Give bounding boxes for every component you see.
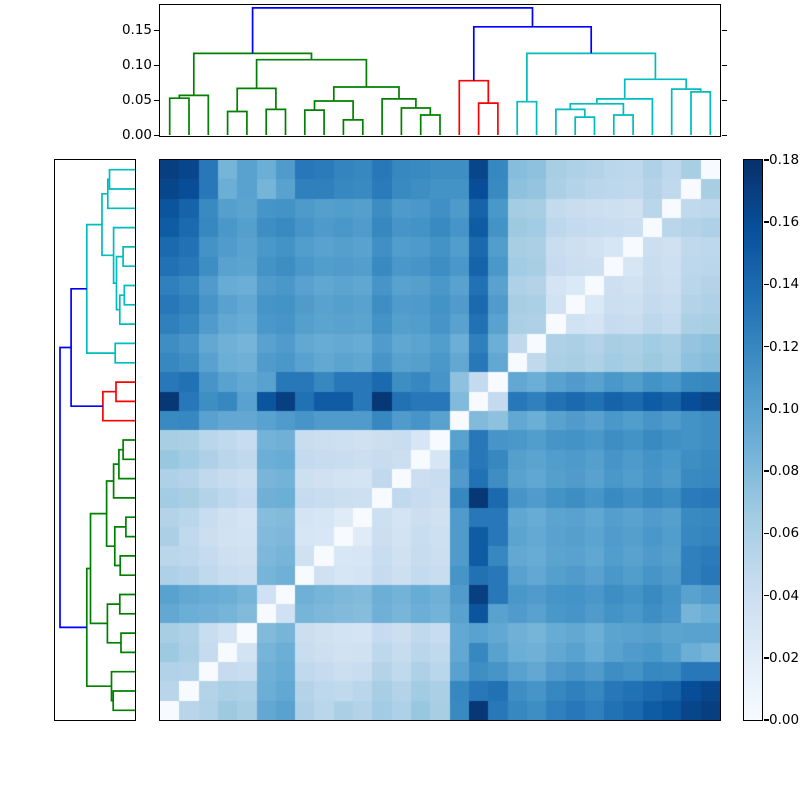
dendrogram-link (251, 7, 534, 54)
colorbar (743, 159, 764, 722)
dendrogram-link (670, 88, 702, 135)
dendrogram-link (115, 381, 135, 403)
colorbar-gradient (744, 160, 762, 720)
dendrogram-link (168, 97, 190, 135)
dendrogram-link (110, 670, 135, 702)
tick-mark (721, 99, 727, 102)
colorbar-tick-label: 0.16 (769, 214, 800, 231)
dendrogram-link (236, 87, 277, 112)
tick-mark (763, 408, 769, 410)
top-dendrogram (168, 7, 712, 135)
dendrogram-link (114, 342, 135, 364)
dendrogram-link (102, 390, 135, 422)
dendrogram-link (123, 284, 135, 306)
colorbar-tick-label: 0.14 (769, 276, 800, 293)
dendrogram-link (303, 109, 325, 135)
colorbar-tick-label: 0.08 (769, 463, 800, 480)
dendrogram-link (612, 114, 634, 135)
colorbar-tick-label: 0.00 (769, 712, 800, 728)
dendrogram-link (85, 567, 112, 688)
tick-mark (153, 29, 159, 32)
tick-mark (763, 532, 769, 535)
colorbar-tick-label: 0.02 (769, 649, 800, 666)
tick-mark (763, 221, 769, 223)
top-dendrogram-axes (159, 4, 722, 137)
tick-mark (153, 64, 159, 67)
top-dendrogram-ytick-label: 0.05 (121, 92, 152, 109)
top-dendrogram-ytick-label: 0.10 (121, 57, 152, 74)
dendrogram-link (108, 168, 135, 190)
dendrogram-link (400, 107, 432, 135)
tick-mark (153, 134, 159, 137)
dendrogram-link (690, 91, 712, 135)
dendrogram-link (122, 246, 135, 268)
dendrogram-link (381, 98, 417, 135)
left-dendrogram-axes (54, 159, 137, 722)
dendrogram-link (516, 100, 538, 135)
heatmap-axes (159, 159, 722, 722)
dendrogram-link (119, 555, 135, 577)
tick-mark (721, 64, 727, 67)
dendrogram-link (419, 114, 441, 135)
tick-mark (153, 99, 159, 102)
colorbar-tick-label: 0.04 (769, 587, 800, 604)
dendrogram-link (555, 108, 586, 135)
left-dendrogram (59, 168, 135, 712)
dendrogram-link (178, 94, 210, 135)
distance-matrix-heatmap (160, 160, 720, 720)
tick-mark (721, 29, 727, 32)
tick-mark (763, 594, 769, 597)
dendrogram-link (458, 79, 490, 135)
dendrogram-link (122, 439, 135, 461)
dendrogram-link (85, 223, 116, 354)
dendrogram-link (125, 516, 135, 538)
dendrogram-link (118, 294, 135, 325)
top-dendrogram-ytick-label: 0.15 (121, 22, 152, 39)
dendrogram-link (526, 52, 657, 102)
dendrogram-link (113, 526, 126, 567)
dendrogram-link (112, 690, 135, 712)
dendrogram-link (112, 463, 135, 499)
tick-mark (763, 719, 769, 721)
dendrogram-link (255, 58, 368, 89)
dendrogram-link (89, 512, 108, 625)
tick-mark (763, 657, 769, 659)
tick-mark (763, 159, 769, 161)
top-dendrogram-ytick-label: 0.00 (121, 127, 152, 144)
colorbar-tick-label: 0.12 (769, 338, 800, 355)
colorbar-tick-label: 0.06 (769, 525, 800, 542)
colorbar-tick-label: 0.10 (769, 400, 800, 417)
dendrogram-link (477, 102, 499, 135)
dendrogram-link (226, 110, 248, 135)
dendrogram-link (265, 108, 287, 135)
dendrogram-link (106, 178, 135, 210)
dendrogram-link (120, 632, 135, 654)
dendrogram-link (59, 346, 87, 629)
tick-mark (721, 134, 727, 137)
tick-mark (763, 283, 769, 286)
dendrogram-link (574, 116, 596, 135)
tick-mark (763, 470, 769, 472)
tick-mark (763, 345, 769, 348)
dendrogram-link (118, 448, 135, 480)
dendrogram-link (118, 593, 135, 615)
colorbar-tick-label: 0.18 (769, 152, 800, 168)
dendrogram-link (342, 119, 364, 135)
